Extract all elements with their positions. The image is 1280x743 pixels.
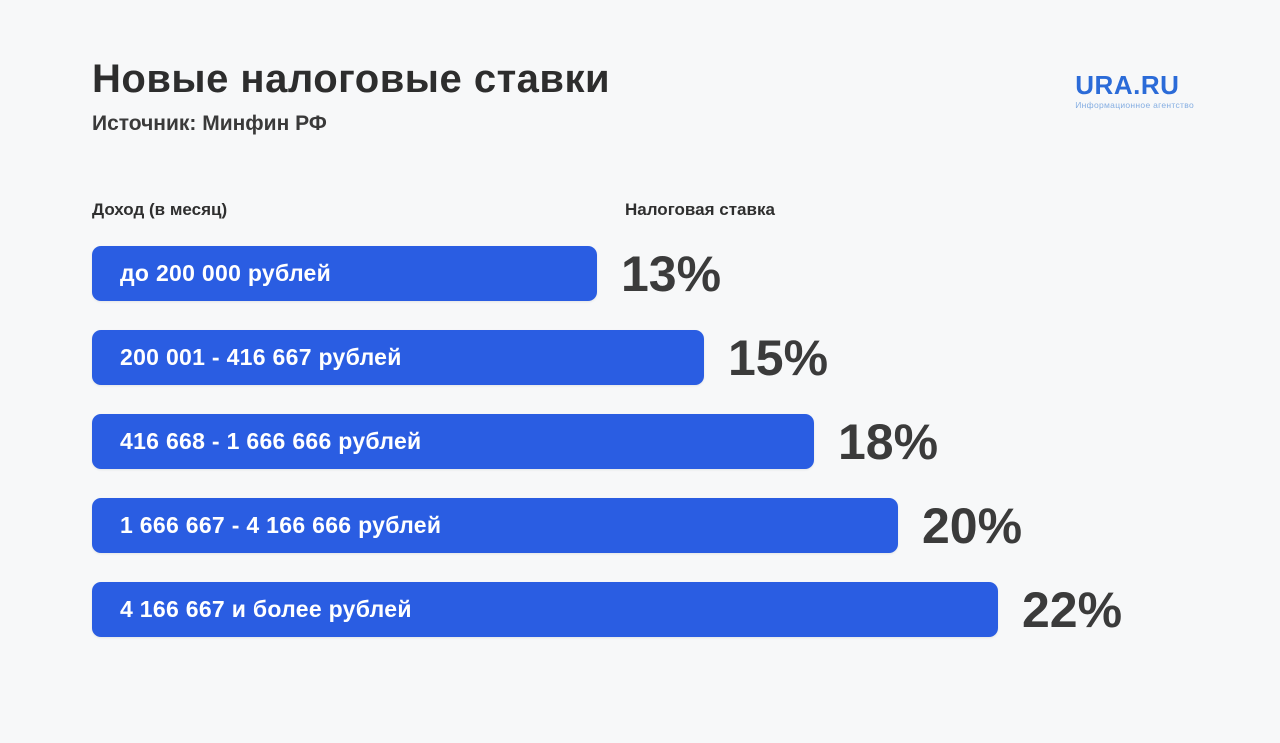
bar: 200 001 - 416 667 рублей xyxy=(92,330,704,385)
column-headers: Доход (в месяц) Налоговая ставка xyxy=(92,200,1280,222)
bar-row: 200 001 - 416 667 рублей 15% xyxy=(92,330,1280,385)
rate-column-label: Налоговая ставка xyxy=(625,200,775,219)
bars-container: до 200 000 рублей 13% 200 001 - 416 667 … xyxy=(92,246,1280,637)
income-column-label: Доход (в месяц) xyxy=(92,200,228,219)
bar: 416 668 - 1 666 666 рублей xyxy=(92,414,814,469)
page-title: Новые налоговые ставки xyxy=(92,57,611,101)
bar-value: 15% xyxy=(728,329,829,386)
bar-value: 20% xyxy=(922,497,1023,554)
bar-label: 200 001 - 416 667 рублей xyxy=(120,344,402,370)
bar: 1 666 667 - 4 166 666 рублей xyxy=(92,498,898,553)
logo-tagline: Информационное агентство xyxy=(1075,100,1194,110)
bar-value: 18% xyxy=(838,413,939,470)
bar: 4 166 667 и более рублей xyxy=(92,582,998,637)
header: Новые налоговые ставки Источник: Минфин … xyxy=(92,58,1280,136)
bar-row: 416 668 - 1 666 666 рублей 18% xyxy=(92,414,1280,469)
bar-label: 416 668 - 1 666 666 рублей xyxy=(120,428,422,454)
bar-value: 22% xyxy=(1022,581,1123,638)
bar-row: 4 166 667 и более рублей 22% xyxy=(92,582,1280,637)
bar-row: до 200 000 рублей 13% xyxy=(92,246,1280,301)
page-source: Источник: Минфин РФ xyxy=(92,112,327,135)
ura-ru-logo: URA.RU Информационное агентство xyxy=(1075,72,1194,110)
bar-label: до 200 000 рублей xyxy=(120,260,332,286)
logo-name: URA.RU xyxy=(1075,70,1180,100)
bar-label: 4 166 667 и более рублей xyxy=(120,596,412,622)
bar-value: 13% xyxy=(621,245,722,302)
bar: до 200 000 рублей xyxy=(92,246,597,301)
bar-row: 1 666 667 - 4 166 666 рублей 20% xyxy=(92,498,1280,553)
bar-label: 1 666 667 - 4 166 666 рублей xyxy=(120,512,442,538)
